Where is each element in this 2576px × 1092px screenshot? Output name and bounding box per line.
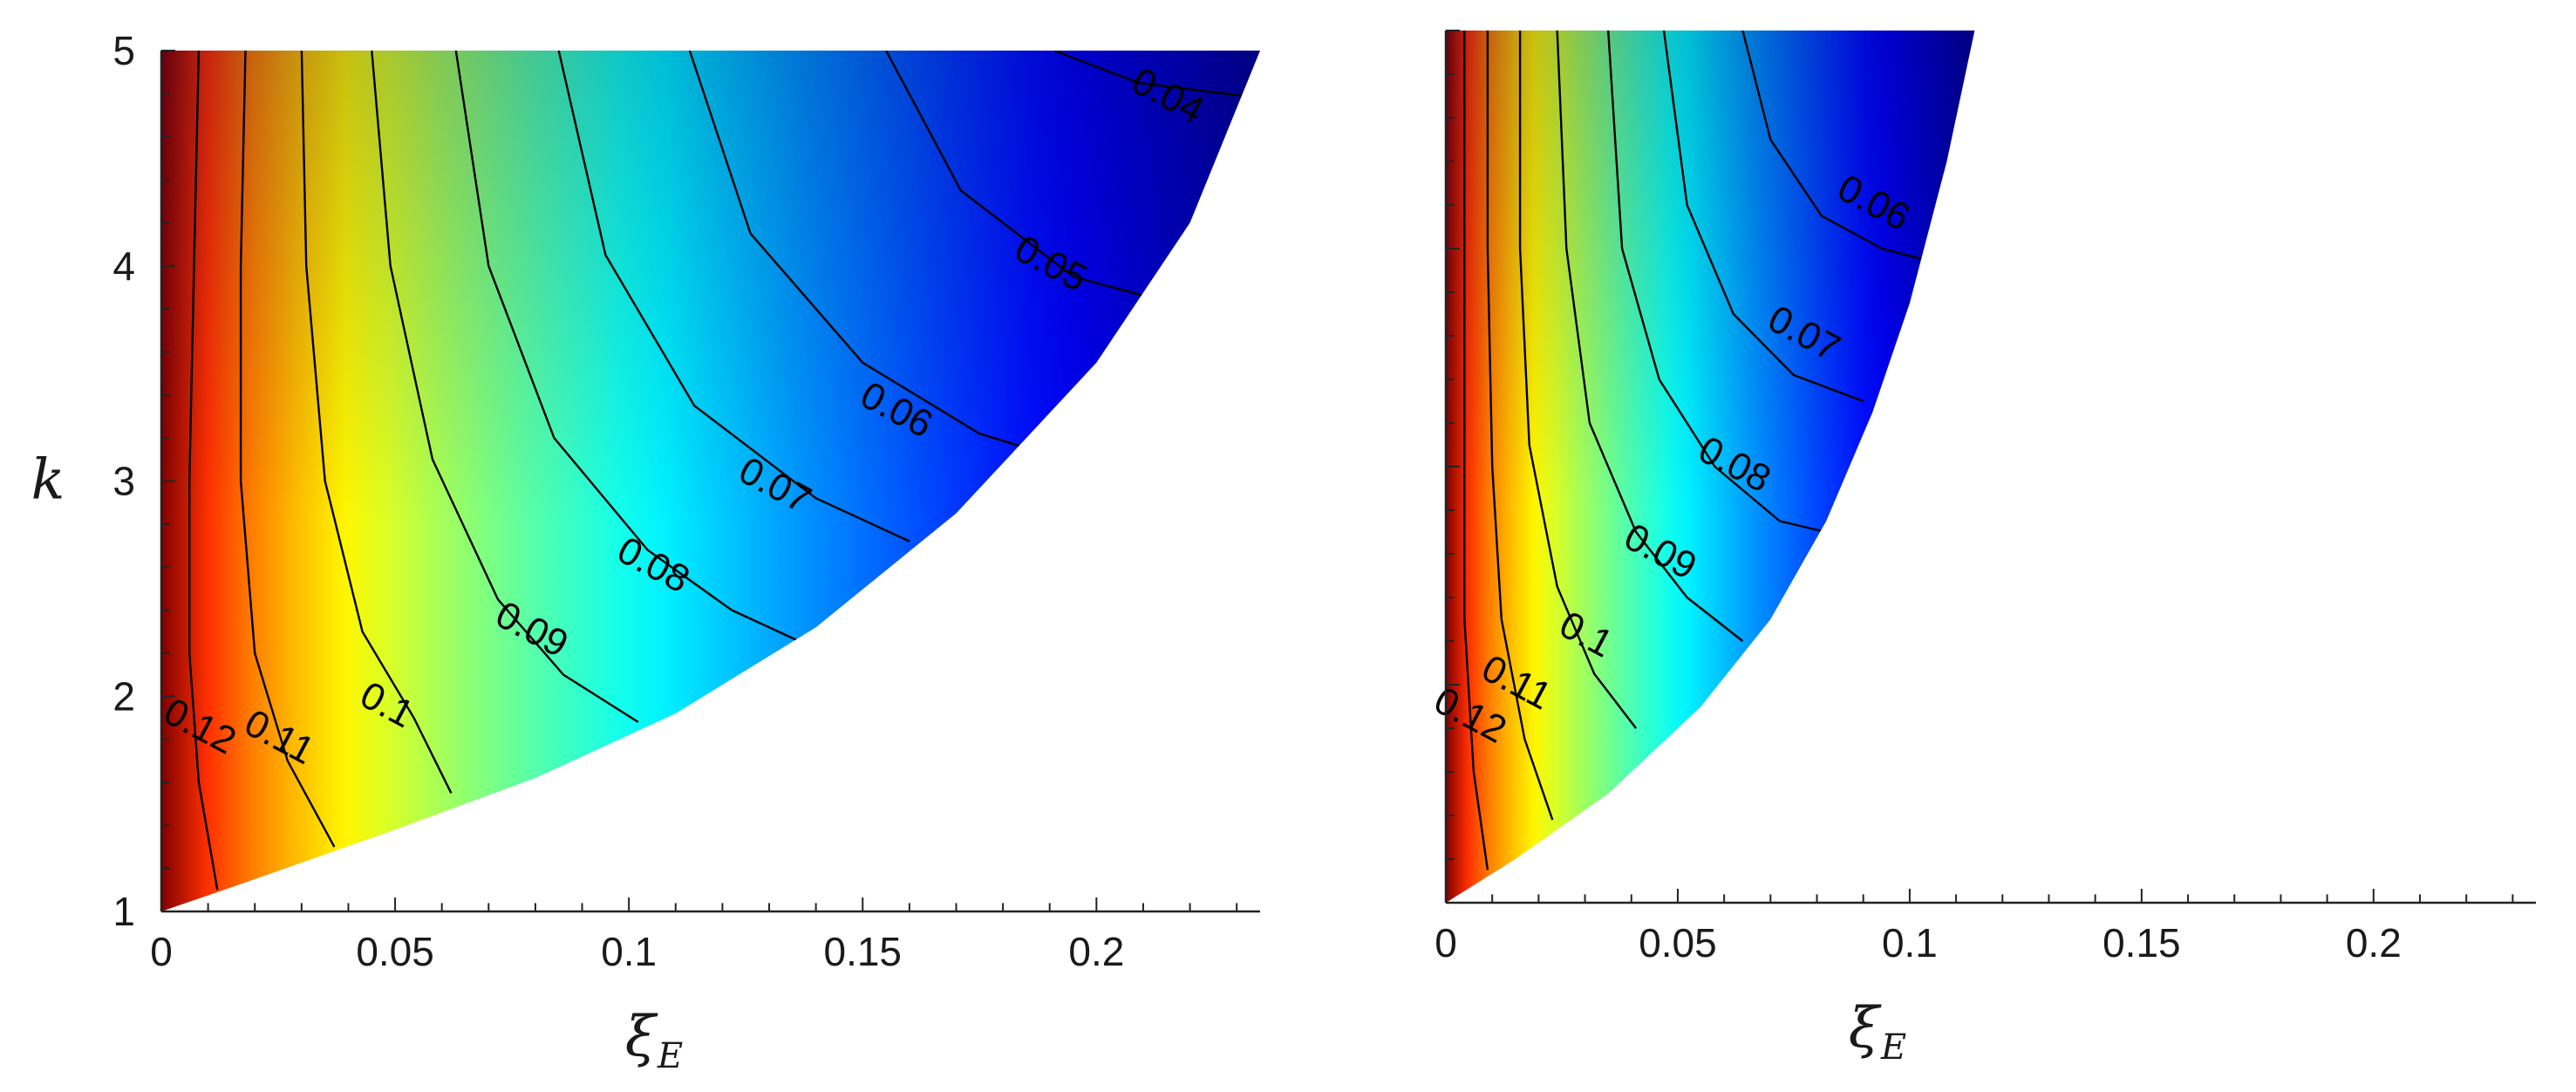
contour-line xyxy=(1463,31,1489,870)
contour-line xyxy=(454,51,803,644)
y-axis-label: k xyxy=(31,448,65,513)
x-tick-label: 0.1 xyxy=(601,929,657,974)
y-tick-label: 2 xyxy=(112,673,135,719)
color-field-shade xyxy=(161,51,1260,911)
contour-line xyxy=(688,51,1051,457)
contour-line xyxy=(300,51,453,794)
right-contour-plot: 0.120.110.10.090.080.070.060 0.05 0.1 0.15 0… xyxy=(1428,30,2536,1068)
contour-line xyxy=(557,51,910,543)
color-field xyxy=(161,51,1260,911)
contour-line xyxy=(1053,51,1260,99)
x-tick-label: 0.15 xyxy=(2102,920,2181,966)
x-tick-label: 0 xyxy=(1435,920,1457,966)
x-tick-label: 0.15 xyxy=(823,929,902,974)
y-tick-label: 3 xyxy=(112,459,135,504)
contour-line xyxy=(188,51,219,891)
x-tick-label: 0.2 xyxy=(1068,929,1124,974)
x-tick-label: 0.05 xyxy=(356,929,434,974)
y-tick-label: 5 xyxy=(112,28,135,73)
x-tick-label: 0.1 xyxy=(1882,920,1938,966)
contour-line xyxy=(1607,31,1827,534)
x-tick-label: 0.2 xyxy=(2346,920,2402,966)
contour-line xyxy=(1741,31,1925,261)
y-tick-label: 4 xyxy=(112,243,135,289)
x-axis-label: ξE xyxy=(1849,996,1906,1068)
contour-line xyxy=(1486,31,1554,821)
x-axis-label: ξE xyxy=(625,1005,683,1076)
left-contour-plot: 0.120.11 0.10.090.080.070.060.050.040 0.05… xyxy=(31,28,1260,1076)
contour-line xyxy=(239,51,336,848)
contour-line xyxy=(1662,31,1864,403)
contour-line xyxy=(885,51,1154,299)
y-tick-label: 1 xyxy=(112,889,135,934)
x-tick-label: 0 xyxy=(150,929,173,974)
contour-line xyxy=(371,51,639,723)
contour-line xyxy=(1556,31,1744,642)
x-tick-label: 0.05 xyxy=(1639,920,1717,966)
contour-line xyxy=(1518,31,1638,729)
